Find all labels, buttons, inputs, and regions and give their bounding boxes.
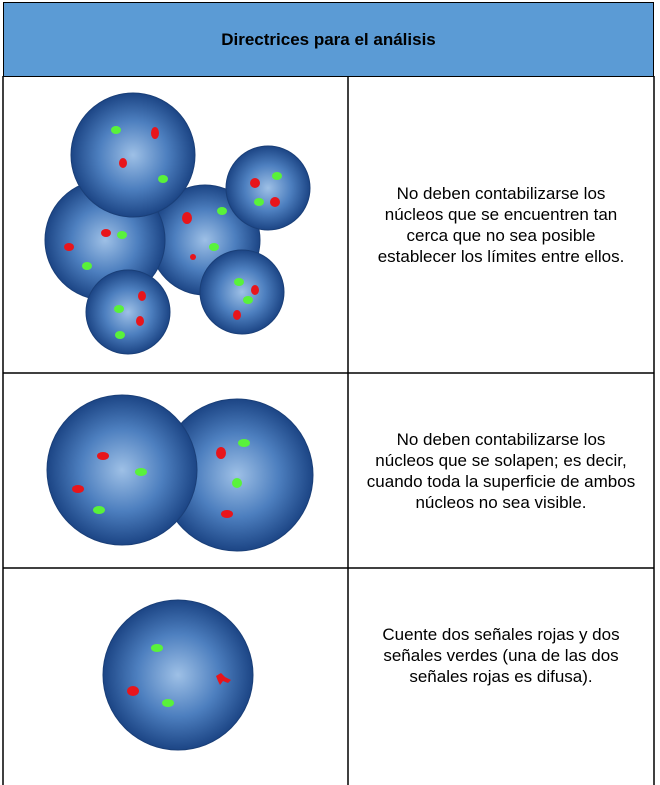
diffuse-illustration [102,599,254,751]
row-text: No deben contabilizarse los núcleos que … [366,429,636,512]
cluster-illustration [44,92,311,355]
grid-lines [2,76,655,785]
row-text: Cuente dos señales rojas y dos señales v… [382,625,620,686]
header-title: Directrices para el análisis [3,2,654,77]
row-text: No deben contabilizarse los núcleos que … [377,183,625,266]
overlap-illustration [46,394,314,552]
